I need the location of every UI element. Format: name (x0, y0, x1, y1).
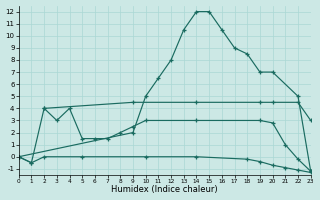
X-axis label: Humidex (Indice chaleur): Humidex (Indice chaleur) (111, 185, 218, 194)
